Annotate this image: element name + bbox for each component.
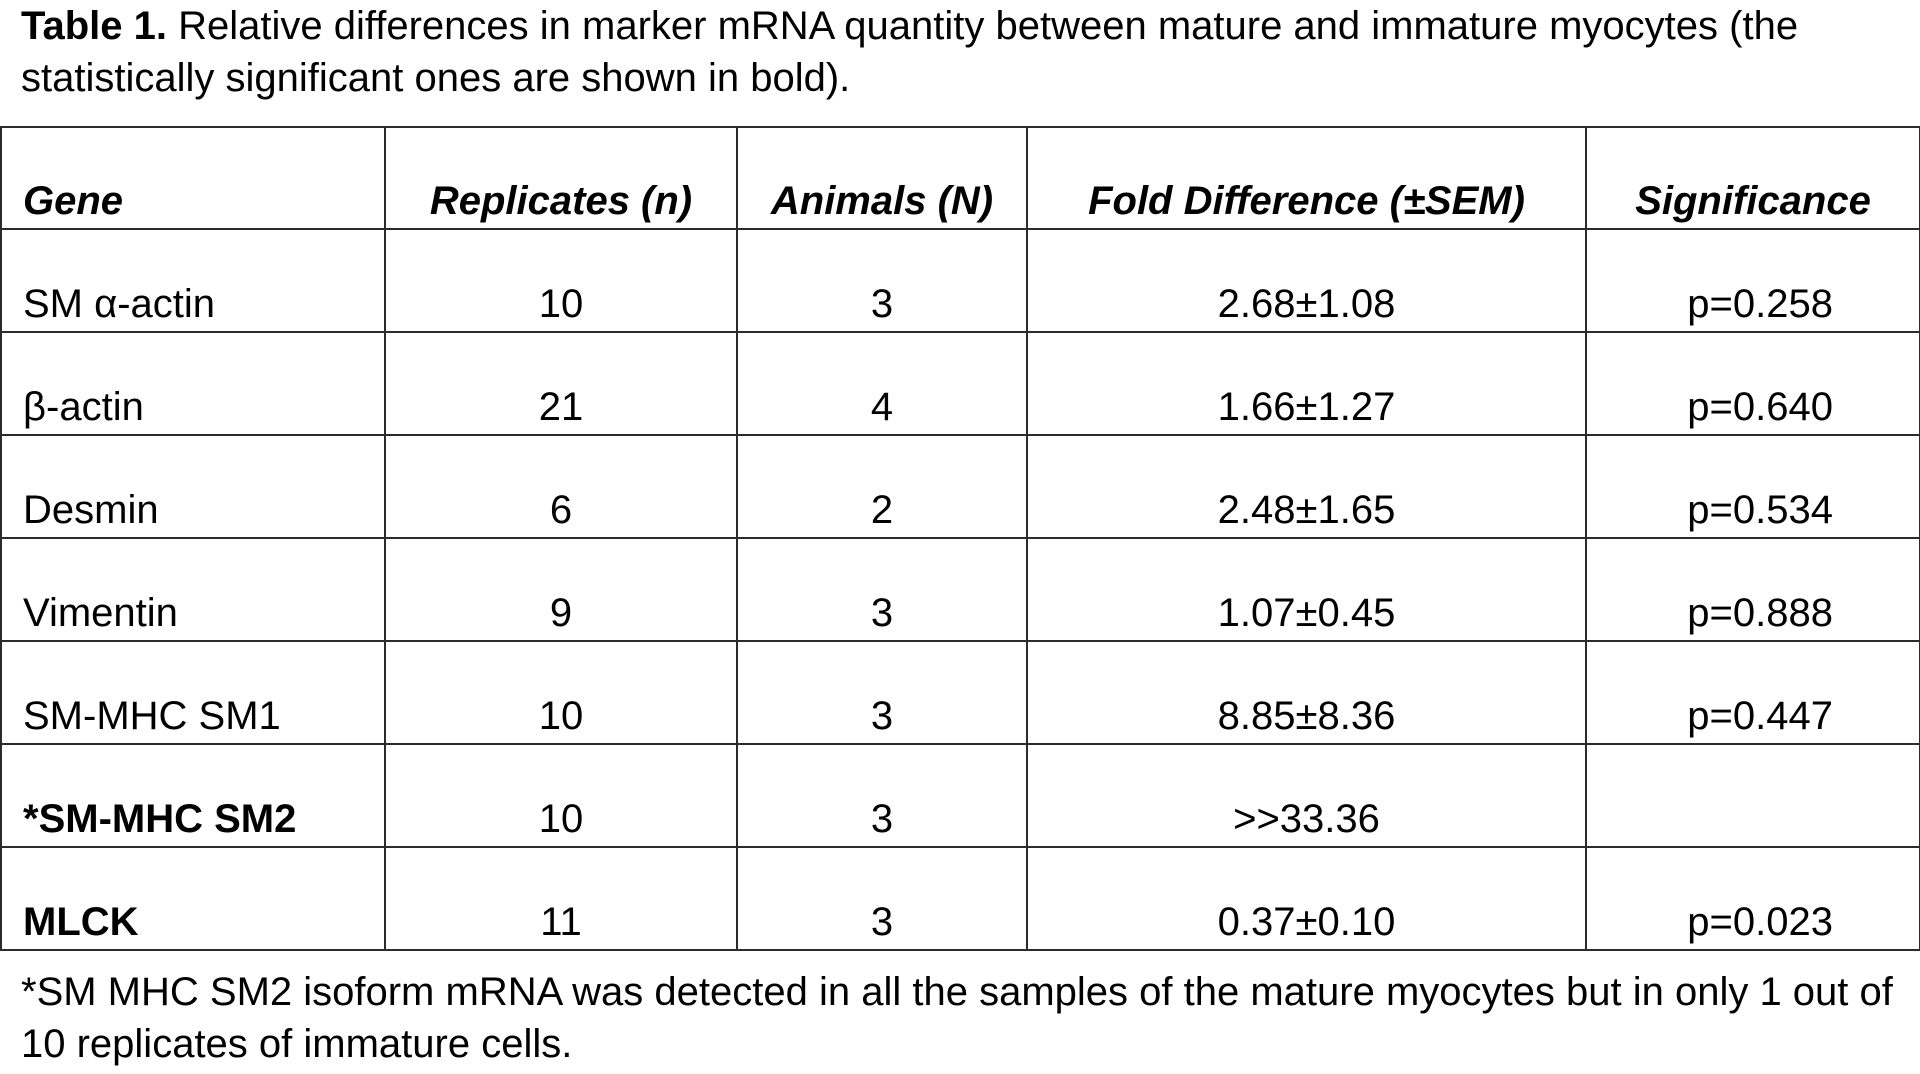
cell-gene: SM α-actin bbox=[0, 228, 386, 333]
table-row: SM α-actin 10 3 2.68±1.08 p=0.258 bbox=[0, 228, 1920, 333]
table-caption: Table 1. Relative differences in marker … bbox=[21, 0, 1881, 104]
cell-fold: 0.37±0.10 bbox=[1026, 846, 1587, 951]
header-row: Gene Replicates (n) Animals (N) Fold Dif… bbox=[0, 126, 1920, 230]
cell-gene: Desmin bbox=[0, 434, 386, 539]
cell-animals: 4 bbox=[736, 331, 1028, 436]
cell-gene: SM-MHC SM1 bbox=[0, 640, 386, 745]
cell-fold: 2.48±1.65 bbox=[1026, 434, 1587, 539]
caption-text: Relative differences in marker mRNA quan… bbox=[21, 4, 1799, 100]
cell-replicates: 10 bbox=[384, 743, 738, 848]
cell-replicates: 9 bbox=[384, 537, 738, 642]
cell-replicates: 10 bbox=[384, 640, 738, 745]
cell-significance: p=0.888 bbox=[1585, 537, 1920, 642]
cell-fold: 2.68±1.08 bbox=[1026, 228, 1587, 333]
cell-animals: 3 bbox=[736, 846, 1028, 951]
table-row: SM-MHC SM1 10 3 8.85±8.36 p=0.447 bbox=[0, 640, 1920, 745]
cell-animals: 3 bbox=[736, 537, 1028, 642]
cell-fold: 1.07±0.45 bbox=[1026, 537, 1587, 642]
cell-gene: *SM-MHC SM2 bbox=[0, 743, 386, 848]
table-row: β-actin 21 4 1.66±1.27 p=0.640 bbox=[0, 331, 1920, 436]
cell-significance: p=0.640 bbox=[1585, 331, 1920, 436]
cell-fold: 1.66±1.27 bbox=[1026, 331, 1587, 436]
cell-significance: p=0.258 bbox=[1585, 228, 1920, 333]
header-replicates: Replicates (n) bbox=[384, 126, 738, 230]
table-footnote: *SM MHC SM2 isoform mRNA was detected in… bbox=[21, 970, 1893, 1066]
cell-gene: β-actin bbox=[0, 331, 386, 436]
table-row: Vimentin 9 3 1.07±0.45 p=0.888 bbox=[0, 537, 1920, 642]
cell-fold: 8.85±8.36 bbox=[1026, 640, 1587, 745]
header-significance: Significance bbox=[1585, 126, 1920, 230]
cell-animals: 3 bbox=[736, 640, 1028, 745]
cell-replicates: 11 bbox=[384, 846, 738, 951]
cell-gene: Vimentin bbox=[0, 537, 386, 642]
cell-fold: >>33.36 bbox=[1026, 743, 1587, 848]
header-fold-difference: Fold Difference (±SEM) bbox=[1026, 126, 1587, 230]
cell-significance: p=0.447 bbox=[1585, 640, 1920, 745]
cell-animals: 3 bbox=[736, 743, 1028, 848]
cell-significance: p=0.023 bbox=[1585, 846, 1920, 951]
cell-animals: 3 bbox=[736, 228, 1028, 333]
caption-label: Table 1. bbox=[21, 4, 167, 48]
data-table: Gene Replicates (n) Animals (N) Fold Dif… bbox=[0, 126, 1920, 951]
cell-animals: 2 bbox=[736, 434, 1028, 539]
cell-significance bbox=[1585, 743, 1920, 848]
table-row: Desmin 6 2 2.48±1.65 p=0.534 bbox=[0, 434, 1920, 539]
table-row: *SM-MHC SM2 10 3 >>33.36 bbox=[0, 743, 1920, 848]
header-animals: Animals (N) bbox=[736, 126, 1028, 230]
cell-gene: MLCK bbox=[0, 846, 386, 951]
table-row: MLCK 11 3 0.37±0.10 p=0.023 bbox=[0, 846, 1920, 951]
cell-significance: p=0.534 bbox=[1585, 434, 1920, 539]
cell-replicates: 10 bbox=[384, 228, 738, 333]
header-gene: Gene bbox=[0, 126, 386, 230]
cell-replicates: 6 bbox=[384, 434, 738, 539]
cell-replicates: 21 bbox=[384, 331, 738, 436]
